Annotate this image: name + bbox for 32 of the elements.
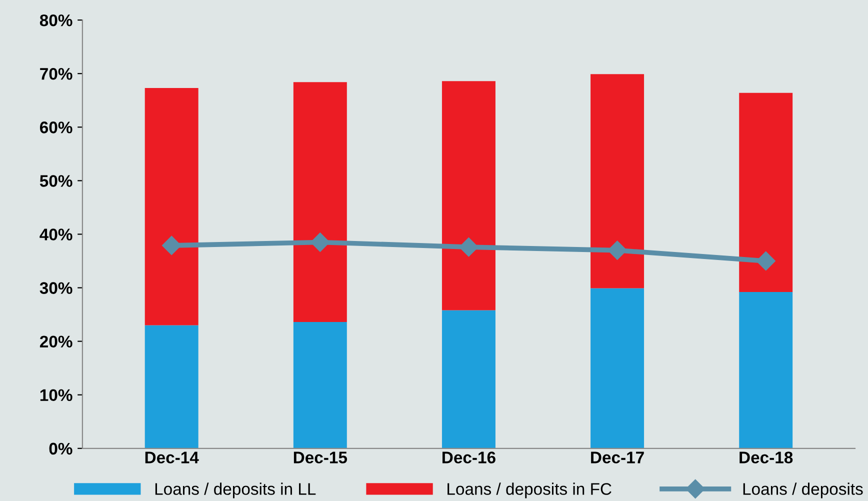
y-tick-label: 40% [40,228,72,240]
legend-label: Loans / deposits [743,482,863,498]
bar [739,92,793,292]
y-tick-label: 50% [40,175,72,187]
y-tick-label: 60% [40,122,72,134]
bar [442,310,496,448]
y-tick-label: 70% [40,68,72,80]
bar [590,288,644,448]
point [608,240,627,260]
point [756,251,776,271]
bar [739,292,793,448]
point [310,232,330,252]
y-tick-label: 10% [40,389,72,402]
y-tick-label: 0% [49,442,72,455]
bar [144,88,198,326]
x-tick-label: Dec-17 [591,452,644,464]
bar [144,325,198,448]
bar [293,322,347,448]
bar [293,82,347,322]
bar [590,74,644,288]
y-tick-label: 80% [40,14,72,26]
x-tick-label: Dec-15 [294,452,348,464]
bar [442,81,496,310]
x-tick-label: Dec-14 [145,452,199,464]
legend-label: Loans / deposits in FC [448,482,612,498]
y-tick-label: 30% [40,282,72,294]
legend-label: Loans / deposits in LL [155,482,316,498]
x-tick-label: Dec-18 [740,452,793,464]
x-tick-label: Dec-16 [442,452,496,464]
y-tick-label: 20% [40,336,72,348]
point [459,238,478,257]
point [162,236,182,255]
